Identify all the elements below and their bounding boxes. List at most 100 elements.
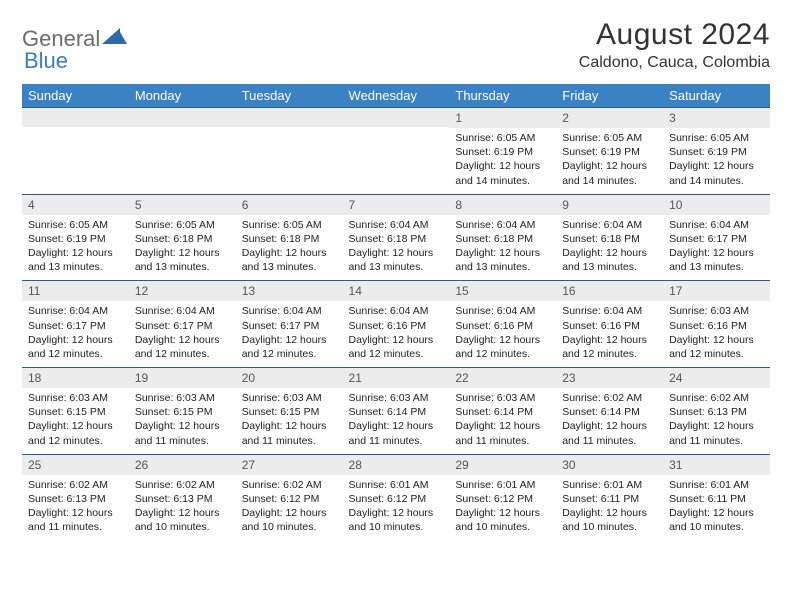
location: Caldono, Cauca, Colombia (579, 54, 770, 72)
day-number: 1 (449, 108, 556, 128)
calendar-week-row: 1Sunrise: 6:05 AMSunset: 6:19 PMDaylight… (22, 108, 770, 195)
day-details: Sunrise: 6:03 AMSunset: 6:15 PMDaylight:… (129, 388, 236, 454)
calendar-week-row: 11Sunrise: 6:04 AMSunset: 6:17 PMDayligh… (22, 281, 770, 368)
col-thursday: Thursday (449, 84, 556, 108)
day-details: Sunrise: 6:04 AMSunset: 6:18 PMDaylight:… (449, 215, 556, 281)
day-number: 14 (343, 281, 450, 301)
day-number: 5 (129, 195, 236, 215)
day-number: 29 (449, 455, 556, 475)
day-number: 16 (556, 281, 663, 301)
calendar-cell: 22Sunrise: 6:03 AMSunset: 6:14 PMDayligh… (449, 368, 556, 455)
day-number (129, 108, 236, 127)
day-number: 25 (22, 455, 129, 475)
day-number: 7 (343, 195, 450, 215)
day-details: Sunrise: 6:02 AMSunset: 6:13 PMDaylight:… (663, 388, 770, 454)
day-number: 20 (236, 368, 343, 388)
day-details: Sunrise: 6:04 AMSunset: 6:17 PMDaylight:… (663, 215, 770, 281)
calendar-week-row: 4Sunrise: 6:05 AMSunset: 6:19 PMDaylight… (22, 194, 770, 281)
calendar-cell: 1Sunrise: 6:05 AMSunset: 6:19 PMDaylight… (449, 108, 556, 195)
day-number (22, 108, 129, 127)
calendar-cell: 25Sunrise: 6:02 AMSunset: 6:13 PMDayligh… (22, 454, 129, 540)
day-details: Sunrise: 6:01 AMSunset: 6:12 PMDaylight:… (343, 475, 450, 541)
calendar-body: 1Sunrise: 6:05 AMSunset: 6:19 PMDaylight… (22, 108, 770, 541)
day-details: Sunrise: 6:03 AMSunset: 6:16 PMDaylight:… (663, 301, 770, 367)
day-details: Sunrise: 6:02 AMSunset: 6:13 PMDaylight:… (129, 475, 236, 541)
calendar-cell: 14Sunrise: 6:04 AMSunset: 6:16 PMDayligh… (343, 281, 450, 368)
day-details: Sunrise: 6:05 AMSunset: 6:19 PMDaylight:… (22, 215, 129, 281)
calendar-cell: 10Sunrise: 6:04 AMSunset: 6:17 PMDayligh… (663, 194, 770, 281)
calendar-week-row: 25Sunrise: 6:02 AMSunset: 6:13 PMDayligh… (22, 454, 770, 540)
day-number: 4 (22, 195, 129, 215)
day-details: Sunrise: 6:05 AMSunset: 6:19 PMDaylight:… (449, 128, 556, 194)
calendar-cell: 5Sunrise: 6:05 AMSunset: 6:18 PMDaylight… (129, 194, 236, 281)
day-number: 22 (449, 368, 556, 388)
day-details (129, 127, 236, 181)
day-number: 15 (449, 281, 556, 301)
month-title: August 2024 (579, 18, 770, 52)
calendar-week-row: 18Sunrise: 6:03 AMSunset: 6:15 PMDayligh… (22, 368, 770, 455)
calendar-cell (129, 108, 236, 195)
day-details: Sunrise: 6:05 AMSunset: 6:18 PMDaylight:… (236, 215, 343, 281)
calendar-cell: 26Sunrise: 6:02 AMSunset: 6:13 PMDayligh… (129, 454, 236, 540)
col-friday: Friday (556, 84, 663, 108)
calendar-cell: 11Sunrise: 6:04 AMSunset: 6:17 PMDayligh… (22, 281, 129, 368)
day-details: Sunrise: 6:03 AMSunset: 6:15 PMDaylight:… (22, 388, 129, 454)
day-details: Sunrise: 6:02 AMSunset: 6:14 PMDaylight:… (556, 388, 663, 454)
day-details: Sunrise: 6:03 AMSunset: 6:15 PMDaylight:… (236, 388, 343, 454)
day-details: Sunrise: 6:04 AMSunset: 6:16 PMDaylight:… (343, 301, 450, 367)
calendar-cell: 15Sunrise: 6:04 AMSunset: 6:16 PMDayligh… (449, 281, 556, 368)
day-number (343, 108, 450, 127)
day-details: Sunrise: 6:01 AMSunset: 6:12 PMDaylight:… (449, 475, 556, 541)
day-details: Sunrise: 6:03 AMSunset: 6:14 PMDaylight:… (343, 388, 450, 454)
calendar-cell: 13Sunrise: 6:04 AMSunset: 6:17 PMDayligh… (236, 281, 343, 368)
col-wednesday: Wednesday (343, 84, 450, 108)
day-number: 17 (663, 281, 770, 301)
calendar-cell: 3Sunrise: 6:05 AMSunset: 6:19 PMDaylight… (663, 108, 770, 195)
col-tuesday: Tuesday (236, 84, 343, 108)
day-details: Sunrise: 6:04 AMSunset: 6:16 PMDaylight:… (556, 301, 663, 367)
day-number: 8 (449, 195, 556, 215)
col-sunday: Sunday (22, 84, 129, 108)
day-number: 11 (22, 281, 129, 301)
day-number: 31 (663, 455, 770, 475)
calendar-cell: 21Sunrise: 6:03 AMSunset: 6:14 PMDayligh… (343, 368, 450, 455)
calendar-cell (236, 108, 343, 195)
day-number: 30 (556, 455, 663, 475)
day-number: 28 (343, 455, 450, 475)
day-details: Sunrise: 6:04 AMSunset: 6:18 PMDaylight:… (556, 215, 663, 281)
calendar-cell: 19Sunrise: 6:03 AMSunset: 6:15 PMDayligh… (129, 368, 236, 455)
day-details (343, 127, 450, 181)
day-details: Sunrise: 6:04 AMSunset: 6:17 PMDaylight:… (22, 301, 129, 367)
calendar-cell: 16Sunrise: 6:04 AMSunset: 6:16 PMDayligh… (556, 281, 663, 368)
calendar-cell (343, 108, 450, 195)
day-number: 6 (236, 195, 343, 215)
day-number: 13 (236, 281, 343, 301)
day-details: Sunrise: 6:03 AMSunset: 6:14 PMDaylight:… (449, 388, 556, 454)
calendar-cell: 27Sunrise: 6:02 AMSunset: 6:12 PMDayligh… (236, 454, 343, 540)
calendar-cell: 6Sunrise: 6:05 AMSunset: 6:18 PMDaylight… (236, 194, 343, 281)
logo-sail-icon (102, 26, 128, 52)
day-number: 24 (663, 368, 770, 388)
calendar-cell: 24Sunrise: 6:02 AMSunset: 6:13 PMDayligh… (663, 368, 770, 455)
day-details: Sunrise: 6:04 AMSunset: 6:18 PMDaylight:… (343, 215, 450, 281)
day-number: 23 (556, 368, 663, 388)
calendar-cell: 18Sunrise: 6:03 AMSunset: 6:15 PMDayligh… (22, 368, 129, 455)
day-number: 12 (129, 281, 236, 301)
calendar-cell (22, 108, 129, 195)
day-number: 9 (556, 195, 663, 215)
day-number: 21 (343, 368, 450, 388)
day-number (236, 108, 343, 127)
col-saturday: Saturday (663, 84, 770, 108)
day-details (236, 127, 343, 181)
day-details: Sunrise: 6:02 AMSunset: 6:12 PMDaylight:… (236, 475, 343, 541)
day-details: Sunrise: 6:04 AMSunset: 6:16 PMDaylight:… (449, 301, 556, 367)
calendar-cell: 4Sunrise: 6:05 AMSunset: 6:19 PMDaylight… (22, 194, 129, 281)
calendar-table: Sunday Monday Tuesday Wednesday Thursday… (22, 84, 770, 540)
calendar-cell: 20Sunrise: 6:03 AMSunset: 6:15 PMDayligh… (236, 368, 343, 455)
day-number: 2 (556, 108, 663, 128)
calendar-cell: 28Sunrise: 6:01 AMSunset: 6:12 PMDayligh… (343, 454, 450, 540)
calendar-cell: 9Sunrise: 6:04 AMSunset: 6:18 PMDaylight… (556, 194, 663, 281)
day-number: 10 (663, 195, 770, 215)
calendar-cell: 31Sunrise: 6:01 AMSunset: 6:11 PMDayligh… (663, 454, 770, 540)
header: General August 2024 Caldono, Cauca, Colo… (22, 18, 770, 72)
